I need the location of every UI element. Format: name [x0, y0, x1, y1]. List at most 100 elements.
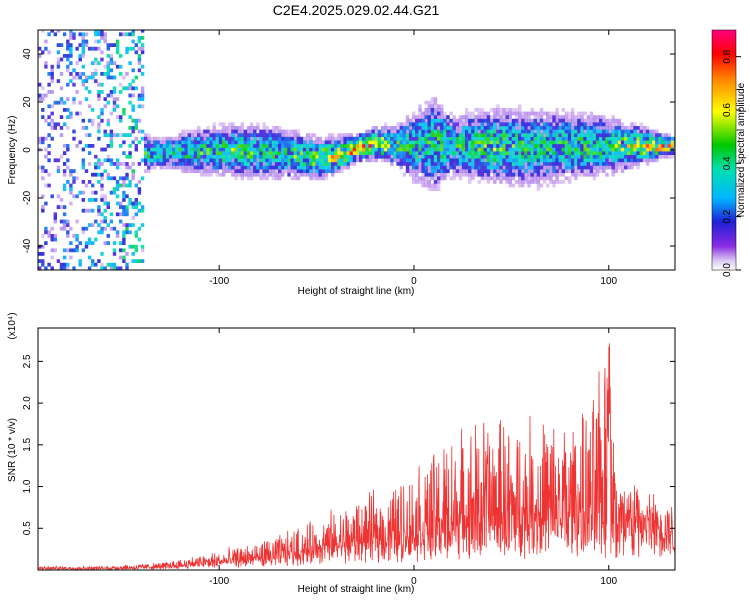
spectrogram-cell — [50, 122, 54, 127]
spectrogram-cell — [50, 79, 54, 83]
spectrogram-cell — [144, 162, 148, 166]
spectrogram-cell — [571, 147, 575, 152]
spectrogram-cell — [112, 108, 117, 112]
spectrogram-cell — [59, 126, 64, 130]
spectrogram-cell — [489, 133, 494, 137]
spectrogram-cell — [483, 158, 488, 163]
spectrogram-cell — [586, 118, 590, 123]
spectrogram-cell — [246, 151, 251, 155]
spectrogram-cell — [586, 136, 590, 141]
spectrogram-cell — [446, 129, 450, 134]
spectrogram-cell — [477, 165, 481, 170]
spectrogram-cell — [496, 147, 500, 152]
spectrogram-cell — [299, 136, 304, 141]
spectrogram-cell — [147, 147, 151, 152]
spectrogram-cell — [140, 158, 145, 163]
spectrogram-cell — [281, 154, 285, 159]
spectrogram-cell — [564, 118, 569, 123]
spectrogram-cell — [433, 140, 438, 145]
spectrogram-cell — [221, 147, 226, 152]
spectrogram-cell — [69, 61, 73, 65]
spectrogram-cell — [122, 183, 126, 188]
spectrogram-cell — [499, 140, 503, 145]
spectrogram-cell — [449, 118, 453, 123]
spectrogram-cell — [440, 133, 444, 137]
spectrogram-cell — [496, 140, 500, 145]
colorbar-tick-label: 0.8 — [722, 49, 733, 63]
spectrogram-cell — [66, 57, 70, 62]
spectrogram-cell — [265, 169, 269, 173]
spectrogram-cell — [315, 136, 319, 141]
spectrogram-cell — [558, 144, 562, 148]
spectrogram-cell — [212, 122, 216, 127]
spectrogram-cell — [595, 169, 600, 173]
spectrogram-cell — [81, 147, 85, 152]
spectrogram-cell — [493, 136, 497, 141]
spectrogram-cell — [633, 122, 637, 127]
spectrogram-cell — [396, 126, 400, 130]
snr-scale-label: (x10⁴) — [7, 312, 18, 339]
spectrogram-cell — [427, 151, 431, 155]
spectrogram-cell — [290, 133, 294, 137]
spectrogram-cell — [561, 154, 565, 159]
spectrogram-cell — [558, 172, 562, 177]
spectrogram-cell — [408, 118, 413, 123]
spectrogram-cell — [502, 126, 506, 130]
spectrogram-cell — [72, 36, 76, 40]
spectrogram-cell — [274, 126, 279, 130]
spectrogram-cell — [259, 154, 263, 159]
spectrogram-cell — [536, 158, 541, 163]
spectrogram-cell — [94, 154, 98, 159]
spectrogram-cell — [443, 165, 447, 170]
spectrogram-cell — [549, 154, 553, 159]
spectrogram-cell — [112, 43, 117, 47]
spectrogram-cell — [87, 208, 92, 213]
spectrogram-cell — [658, 147, 662, 152]
spectrogram-cell — [493, 154, 497, 159]
spectrogram-cell — [533, 136, 537, 141]
spectrogram-cell — [131, 244, 135, 249]
spectrogram-cell — [489, 176, 494, 181]
spectrogram-cell — [365, 133, 369, 137]
spectrogram-cell — [592, 154, 597, 159]
spectrogram-cell — [502, 111, 506, 116]
spectrogram-cell — [97, 93, 101, 98]
spectrogram-cell — [140, 244, 145, 249]
spectrogram-cell — [87, 237, 92, 242]
spectrogram-cell — [493, 165, 497, 170]
spectrogram-cell — [215, 140, 220, 145]
spectrogram-cell — [489, 108, 494, 112]
spectrogram-cell — [362, 133, 366, 137]
spectrogram-cell — [546, 169, 550, 173]
spectrogram-cell — [78, 262, 82, 267]
spectrogram-cell — [374, 151, 378, 155]
spectrogram-cell — [193, 147, 198, 152]
spectrogram-cell — [427, 115, 431, 119]
spectrogram-cell — [352, 144, 357, 148]
spectrogram-cell — [262, 144, 266, 148]
spectrogram-cell — [69, 79, 73, 83]
spectrogram-cell — [293, 169, 297, 173]
spectrogram-cell — [299, 147, 304, 152]
spectrogram-cell — [443, 144, 447, 148]
spectrogram-cell — [237, 136, 241, 141]
spectrogram-cell — [552, 154, 556, 159]
spectrogram-cell — [639, 158, 643, 163]
spectrogram-cell — [493, 126, 497, 130]
spectrogram-cell — [499, 162, 503, 166]
spectrogram-cell — [564, 151, 569, 155]
spectrogram-cell — [589, 162, 594, 166]
spectrogram-cell — [228, 162, 232, 166]
spectrogram-cell — [567, 129, 572, 134]
spectrogram-cell — [274, 144, 279, 148]
spectrogram-cell — [427, 147, 431, 152]
spectrogram-cell — [421, 154, 425, 159]
spectrogram-cell — [567, 151, 572, 155]
spectrogram-cell — [268, 133, 272, 137]
spectrogram-cell — [249, 176, 254, 181]
spectrogram-cell — [555, 129, 559, 134]
spectrogram-ytick-label: -40 — [22, 238, 33, 253]
spectrogram-cell — [271, 169, 276, 173]
spectrogram-cell — [424, 129, 428, 134]
spectrogram-cell — [577, 172, 581, 177]
